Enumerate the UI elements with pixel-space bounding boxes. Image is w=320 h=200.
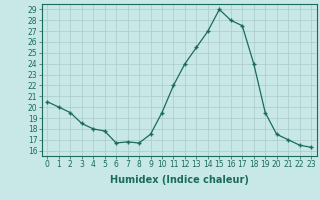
X-axis label: Humidex (Indice chaleur): Humidex (Indice chaleur) xyxy=(110,175,249,185)
